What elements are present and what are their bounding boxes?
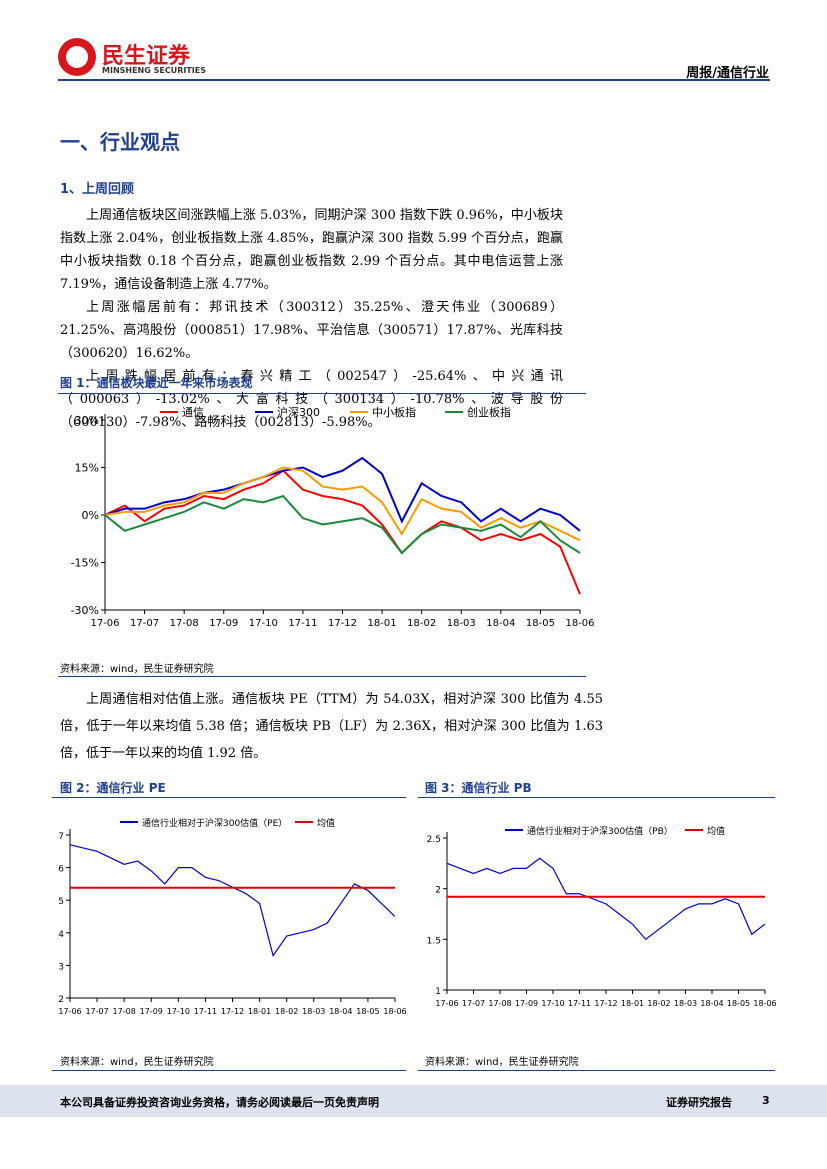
paragraph: 上周涨幅居前有：邦讯技术（300312）35.25%、澄天伟业（300689）2… [60,300,563,361]
x-tick-label: 18-06 [383,1007,406,1016]
legend-label: 通信行业相对于沪深300估值（PB） [527,825,673,837]
subsection-title: 1、上周回顾 [60,182,135,197]
paragraph: 上周跌幅居前有：春兴精工（002547）-25.64%、中兴通讯（000063）… [60,369,563,430]
figure-caption: 图 1：通信板块最近一年来市场表现 [60,376,253,390]
x-tick-label: 17-07 [462,999,485,1008]
x-tick-label: 17-11 [194,1007,217,1016]
footer-disclaimer: 本公司具备证券投资咨询业务资格，请务必阅读最后一页免责声明 [60,1096,379,1109]
x-tick-label: 18-02 [407,618,436,629]
x-tick-label: 17-12 [221,1007,244,1016]
x-tick-label: 17-12 [594,999,617,1008]
x-tick-label: 17-06 [435,999,458,1008]
x-tick-label: 18-04 [329,1007,352,1016]
caption-rule [52,797,406,798]
series-line [104,466,581,542]
x-tick-label: 17-10 [541,999,564,1008]
x-tick-label: 18-05 [356,1007,379,1016]
charts: -30%-15%0%15%30%17-06 17-07 17-08 17-09 17-1… [58,405,776,1016]
x-tick-label: 17-10 [167,1007,190,1016]
body-text: 上周通信相对估值上涨。通信板块 PE（TTM）为 54.03X，相对沪深 300… [60,686,603,767]
x-tick-label: 18-04 [486,618,515,629]
paragraph: 上周通信相对估值上涨。通信板块 PE（TTM）为 54.03X，相对沪深 300… [60,692,603,761]
x-tick-label: 17-09 [140,1007,163,1016]
y-tick-label: -15% [71,557,99,570]
x-tick-label: 18-03 [447,618,476,629]
x-tick-label: 18-05 [727,999,750,1008]
y-tick-label: 15% [75,462,99,475]
x-tick-label: 17-07 [130,618,159,629]
x-tick-label: 18-04 [700,999,723,1008]
y-tick-label: -30% [71,604,99,617]
y-tick-label: 5 [58,897,64,907]
y-tick-label: 1.5 [427,936,441,946]
y-tick-label: 6 [58,865,64,875]
x-tick-label: 17-08 [170,618,199,629]
x-tick-label: 18-01 [248,1007,271,1016]
x-tick-label: 18-01 [368,618,397,629]
y-tick-label: 2.5 [427,835,441,845]
legend-label: 沪深300 [277,405,320,419]
footer-report-kind: 证券研究报告 [666,1096,732,1109]
x-tick-label: 17-08 [113,1007,136,1016]
figure-caption: 图 3：通信行业 PB [425,781,532,795]
x-tick-label: 17-06 [58,1007,81,1016]
figure-source: 资料来源：wind，民生证券研究院 [425,1057,579,1068]
x-tick-label: 17-08 [488,999,511,1008]
source-rule [52,1070,406,1071]
x-tick-label: 18-05 [526,618,555,629]
caption-rule [58,393,586,394]
series-line [446,857,766,941]
footer-band [0,1085,827,1117]
header-rule [58,79,770,81]
report-type: 周报/通信行业 [686,66,769,81]
y-tick-label: 1 [435,987,441,997]
series-line [69,844,396,958]
x-tick-label: 17-11 [568,999,591,1008]
x-tick-label: 17-10 [249,618,278,629]
x-tick-label: 18-06 [753,999,776,1008]
y-tick-label: 3 [58,962,64,972]
x-tick-label: 18-02 [275,1007,298,1016]
y-tick-label: 2 [435,886,441,896]
legend-label: 均值 [707,825,725,837]
x-tick-label: 17-07 [85,1007,108,1016]
figure-caption: 图 2：通信行业 PE [60,781,166,795]
legend-label: 通信行业相对于沪深300估值（PE） [142,817,287,829]
x-tick-label: 17-09 [515,999,538,1008]
body-text: 上周通信板块区间涨跌幅上涨 5.03%，同期沪深 300 指数下跌 0.96%，… [60,204,563,434]
caption-rule [418,797,775,798]
legend-label: 均值 [317,817,335,829]
y-tick-label: 7 [58,832,64,842]
section-title: 一、行业观点 [60,130,180,154]
y-tick-label: 30% [75,414,99,427]
figure-source: 资料来源：wind，民生证券研究院 [60,1057,214,1068]
source-rule [58,676,586,677]
x-tick-label: 18-02 [647,999,670,1008]
legend-label: 通信 [182,406,204,419]
logo-icon-inner [66,46,88,68]
legend-label: 创业板指 [467,405,511,419]
x-tick-label: 18-01 [621,999,644,1008]
x-tick-label: 17-06 [90,618,119,629]
x-tick-label: 18-06 [565,618,594,629]
y-tick-label: 4 [58,930,64,940]
x-tick-label: 18-03 [674,999,697,1008]
x-tick-label: 17-12 [328,618,357,629]
series-line [104,456,581,532]
legend-label: 中小板指 [372,405,416,419]
page-number: 3 [762,1094,770,1107]
figure-source: 资料来源：wind，民生证券研究院 [60,664,214,675]
x-tick-label: 18-03 [302,1007,325,1016]
paragraph: 上周通信板块区间涨跌幅上涨 5.03%，同期沪深 300 指数下跌 0.96%，… [60,208,563,292]
logo-en: MINSHENG SECURITIES [102,66,206,75]
x-tick-label: 17-11 [288,618,317,629]
series-line [104,494,581,555]
source-rule [418,1070,775,1071]
x-tick-label: 17-09 [209,618,238,629]
series-line [104,469,581,595]
y-tick-label: 2 [58,995,64,1005]
y-tick-label: 0% [82,509,99,522]
logo-cn: 民生证券 [102,44,191,69]
